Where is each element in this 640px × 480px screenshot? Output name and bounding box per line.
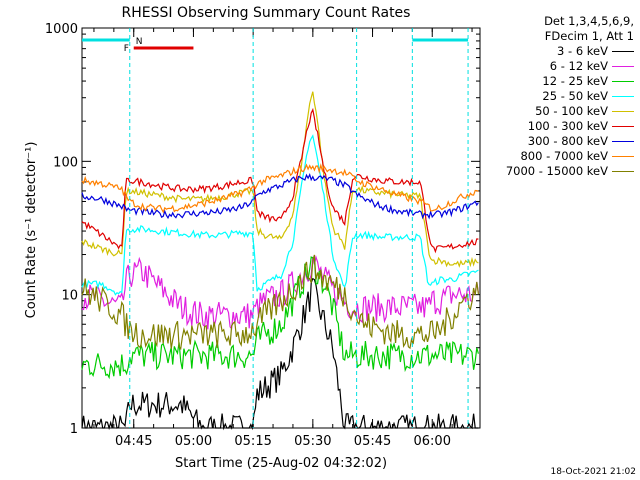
series-layer — [81, 91, 479, 431]
legend-entry: 800 - 7000 keV — [474, 149, 634, 164]
y-tick-label: 100 — [53, 155, 78, 170]
x-tick-label: 06:00 — [414, 434, 451, 449]
series-line — [81, 91, 479, 268]
x-tick-label: 04:45 — [115, 434, 152, 449]
series-line — [81, 254, 479, 351]
legend: Det 1,3,4,5,6,9, FDecim 1, Att 1 3 - 6 k… — [474, 14, 634, 179]
legend-swatch — [612, 65, 634, 68]
plot-frame — [81, 27, 481, 429]
legend-entry-label: 3 - 6 keV — [557, 44, 608, 58]
legend-entry: 300 - 800 keV — [474, 134, 634, 149]
legend-swatch — [612, 155, 634, 158]
legend-header-line: FDecim 1, Att 1 — [544, 29, 634, 43]
legend-swatch — [612, 110, 634, 113]
annotation-layer: NF — [82, 28, 469, 428]
legend-swatch — [612, 50, 634, 53]
flare-label: F — [124, 44, 129, 54]
y-tick-label: 1 — [70, 422, 78, 437]
series-line — [81, 254, 479, 330]
series-line — [81, 163, 479, 214]
series-line — [81, 107, 479, 254]
legend-entry: 7000 - 15000 keV — [474, 164, 634, 179]
legend-swatch — [612, 125, 634, 128]
legend-entry: 12 - 25 keV — [474, 74, 634, 89]
legend-entry-label: 25 - 50 keV — [542, 89, 608, 103]
legend-entry-label: 50 - 100 keV — [535, 104, 608, 118]
legend-entry-label: 6 - 12 keV — [549, 59, 608, 73]
x-tick-label: 05:15 — [234, 434, 271, 449]
plot-axes: 1 10 100 1000 04:45 05:00 05:15 05:30 05:45 06:00 — [45, 22, 481, 449]
legend-entry: 3 - 6 keV — [474, 44, 634, 59]
legend-entry: 100 - 300 keV — [474, 119, 634, 134]
legend-swatch — [612, 80, 634, 83]
legend-swatch — [612, 170, 634, 173]
legend-swatch — [612, 140, 634, 143]
y-tick-label: 1000 — [45, 22, 78, 37]
footer-timestamp: 18-Oct-2021 21:02 — [550, 467, 636, 477]
legend-entry-label: 800 - 7000 keV — [520, 149, 608, 163]
legend-entry: 50 - 100 keV — [474, 104, 634, 119]
legend-entry-label: 12 - 25 keV — [542, 74, 608, 88]
legend-swatch — [612, 95, 634, 98]
x-tick-label: 05:00 — [175, 434, 212, 449]
legend-entry-label: 300 - 800 keV — [527, 134, 608, 148]
y-tick-label: 10 — [61, 289, 78, 304]
legend-entry: 25 - 50 keV — [474, 89, 634, 104]
y-axis-label: Count Rate (s⁻¹ detector⁻¹) — [24, 142, 39, 319]
x-axis-label: Start Time (25-Aug-02 04:32:02) — [175, 456, 387, 471]
chart-title: RHESSI Observing Summary Count Rates — [122, 5, 411, 21]
night-label: N — [136, 37, 143, 47]
legend-entry-label: 100 - 300 keV — [527, 119, 608, 133]
legend-entry: 6 - 12 keV — [474, 59, 634, 74]
x-tick-label: 05:45 — [354, 434, 391, 449]
x-tick-label: 05:30 — [294, 434, 331, 449]
legend-header-line: Det 1,3,4,5,6,9, — [544, 14, 634, 28]
legend-entry-label: 7000 - 15000 keV — [505, 164, 608, 178]
